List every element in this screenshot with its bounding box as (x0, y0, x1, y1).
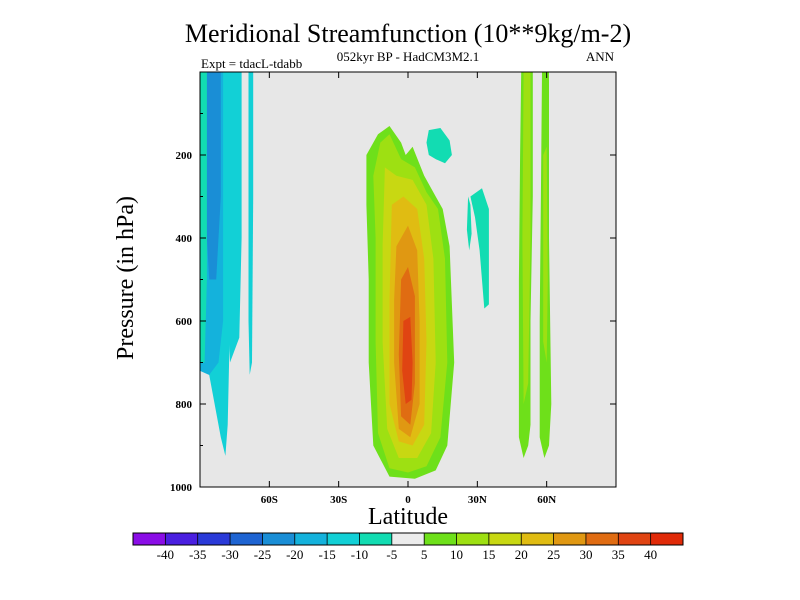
contour-upper-neg (426, 128, 452, 164)
contour-fields (200, 72, 552, 479)
colorbar-swatch (133, 533, 166, 545)
colorbar-swatch (327, 533, 360, 545)
colorbar-label: 5 (421, 547, 428, 562)
x-tick-label: 30S (330, 494, 347, 506)
y-tick-label: 800 (176, 399, 193, 411)
colorbar-swatch (165, 533, 198, 545)
contour-trop-35 (402, 316, 413, 404)
y-axis: 200 400 600 800 1000 (170, 113, 616, 494)
colorbar: -40 -35 -30 -25 -20 -15 -10 -5 5 10 15 20 25 30 35 40 (132, 532, 684, 562)
colorbar-label: -35 (189, 547, 206, 562)
contour-south-thin (248, 72, 254, 375)
colorbar-swatch (553, 533, 587, 545)
x-tick-label: 30N (468, 494, 487, 506)
season-label: ANN (586, 49, 615, 64)
x-tick-label: 60S (261, 494, 278, 506)
contour-south-neg20 (204, 72, 221, 280)
colorbar-swatch (456, 533, 490, 545)
colorbar-label: -40 (157, 547, 174, 562)
colorbar-label: 30 (579, 547, 592, 562)
x-axis-title: Latitude (368, 504, 448, 530)
colorbar-swatch (585, 533, 619, 545)
colorbar-swatch (391, 533, 425, 545)
colorbar-swatch (262, 533, 296, 545)
colorbar-swatch (230, 533, 263, 545)
colorbar-swatch (424, 533, 457, 545)
colorbar-label: 40 (644, 547, 657, 562)
colorbar-swatch (197, 533, 231, 545)
colorbar-swatch (488, 533, 522, 545)
x-axis: 60S 30S 0 30N 60N (261, 72, 556, 506)
colorbar-label: 15 (482, 547, 495, 562)
colorbar-swatch (521, 533, 554, 545)
colorbar-label: -15 (318, 547, 335, 562)
colorbar-label: -30 (221, 547, 238, 562)
contour-subtrop-neg (470, 188, 489, 309)
colorbar-frame (132, 532, 684, 546)
chart-subtitle: 052kyr BP - HadCM3M2.1 (337, 49, 480, 64)
contour-south-edge (200, 72, 207, 363)
y-tick-label: 200 (176, 150, 193, 162)
y-axis-title: Pressure (in hPa) (113, 196, 139, 360)
colorbar-label: 35 (612, 547, 625, 562)
colorbar-label: -20 (286, 547, 303, 562)
colorbar-label: 25 (547, 547, 560, 562)
colorbar-swatch (650, 533, 684, 545)
contour-subtrop-neg-thin (466, 196, 472, 251)
colorbar-swatch (618, 533, 651, 545)
y-tick-label: 600 (176, 316, 193, 328)
y-tick-label: 400 (176, 233, 193, 245)
y-tick-label: 1000 (170, 482, 193, 494)
x-tick-label: 0 (405, 494, 411, 506)
contour-north-pos-b10 (543, 146, 548, 363)
colorbar-label: -25 (254, 547, 271, 562)
colorbar-swatch (294, 533, 328, 545)
contour-north-pos10 (522, 72, 531, 404)
colorbar-label: 10 (450, 547, 463, 562)
x-tick-label: 60N (537, 494, 556, 506)
colorbar-label: -5 (386, 547, 397, 562)
colorbar-label: 20 (515, 547, 528, 562)
colorbar-swatch (359, 533, 393, 545)
colorbar-label: -10 (351, 547, 368, 562)
experiment-label: Expt = tdacL-tdabb (201, 56, 302, 71)
chart-title: Meridional Streamfunction (10**9kg/m-2) (185, 19, 631, 48)
